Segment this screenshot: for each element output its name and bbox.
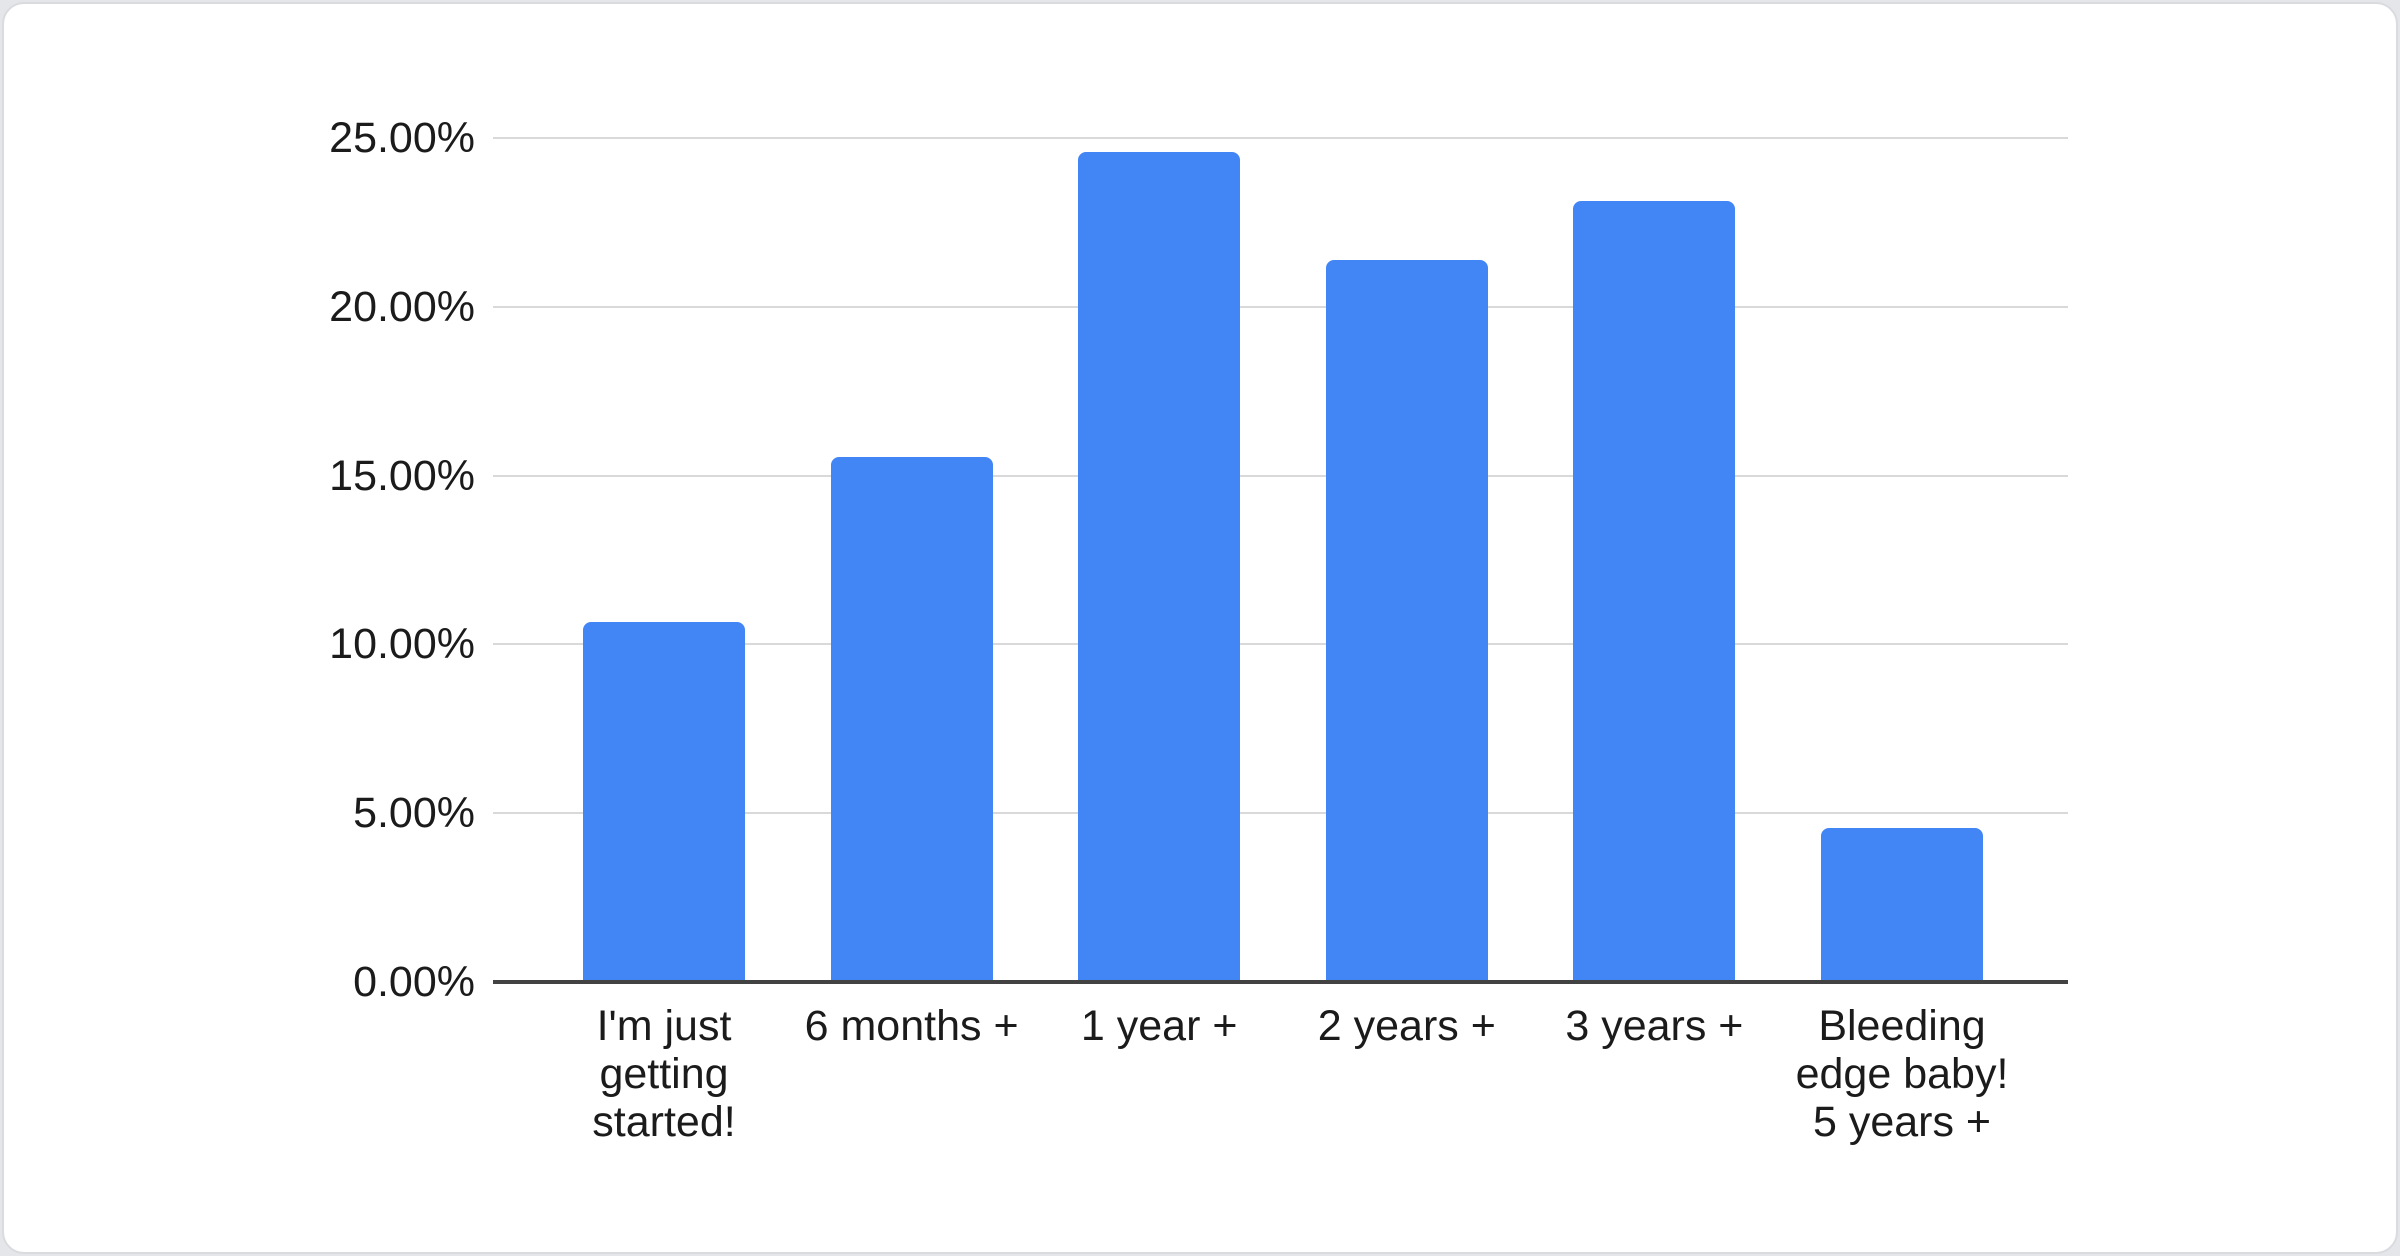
y-axis-tick-label: 20.00% <box>329 282 475 331</box>
gridline <box>493 137 2068 139</box>
bar-3[interactable] <box>1078 152 1241 982</box>
gridline <box>493 474 2068 477</box>
bar-5[interactable] <box>1573 201 1736 982</box>
x-axis-category-label: 2 years + <box>1317 1002 1496 1050</box>
x-axis-category-label: 3 years + <box>1565 1002 1744 1050</box>
y-axis-tick-label: 15.00% <box>329 451 475 500</box>
x-axis-category-label: 1 year + <box>1080 1002 1238 1050</box>
x-axis-category-label: 6 months + <box>804 1002 1019 1050</box>
y-axis-tick-label: 0.00% <box>353 958 475 1006</box>
bar-4[interactable] <box>1325 259 1488 982</box>
y-axis-tick-label: 5.00% <box>353 789 475 838</box>
gridline <box>493 305 2068 308</box>
x-axis-category-label: I'm just getting started! <box>592 1002 736 1146</box>
y-axis-tick-label: 10.00% <box>329 620 475 669</box>
gridline <box>493 812 2068 815</box>
x-axis-line <box>493 980 2068 984</box>
bar-6[interactable] <box>1821 828 1983 982</box>
y-axis-tick-label: 25.00% <box>329 114 475 162</box>
gridline <box>493 643 2068 646</box>
bar-2[interactable] <box>830 457 993 982</box>
bar-1[interactable] <box>583 622 745 982</box>
x-axis-category-label: Bleeding edge baby! 5 years + <box>1795 1002 2009 1146</box>
